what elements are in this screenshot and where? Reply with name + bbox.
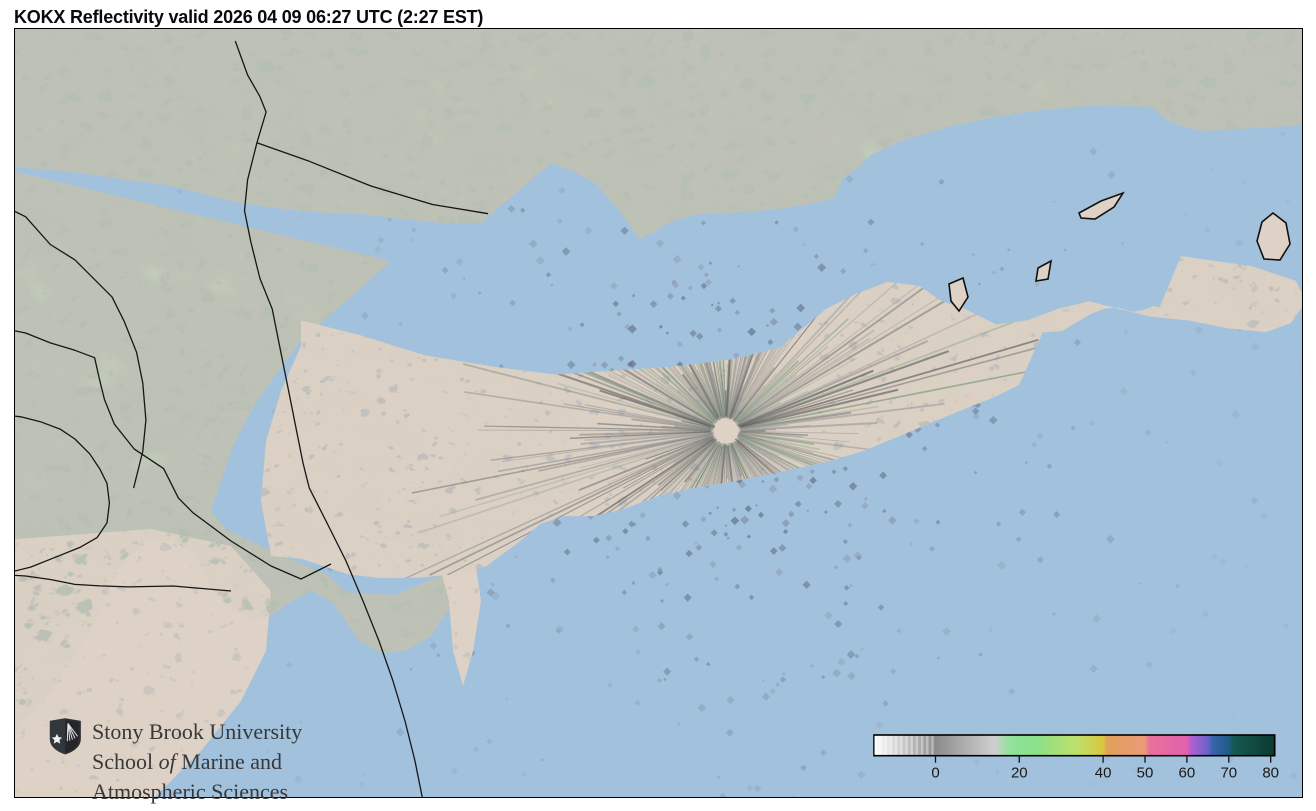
svg-text:60: 60 xyxy=(1179,765,1196,782)
svg-text:0: 0 xyxy=(931,765,939,782)
svg-text:20: 20 xyxy=(1011,765,1028,782)
svg-text:40: 40 xyxy=(1095,765,1112,782)
svg-text:70: 70 xyxy=(1220,765,1237,782)
svg-text:80: 80 xyxy=(1262,765,1279,782)
svg-text:50: 50 xyxy=(1137,765,1154,782)
